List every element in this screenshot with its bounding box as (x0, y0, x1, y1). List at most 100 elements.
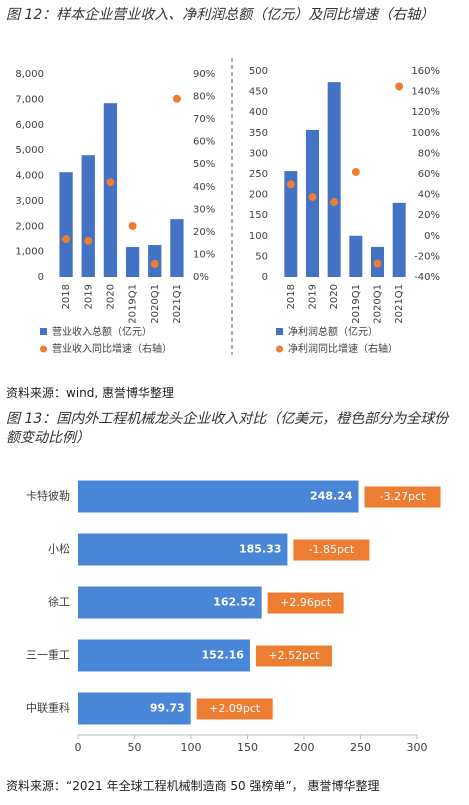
legend-label: 净利润总额（亿元） (288, 325, 378, 338)
dot (286, 180, 295, 189)
legend-swatch (40, 328, 47, 335)
x-tick-label: 100 (181, 741, 202, 754)
dot (395, 82, 404, 91)
dot (373, 259, 382, 268)
bar (392, 202, 406, 277)
bar (170, 219, 184, 277)
legend-swatch (276, 345, 283, 353)
y2-tick-label: 40% (418, 190, 440, 201)
annotation-box (255, 645, 332, 667)
annotation-box (267, 592, 344, 614)
dot (150, 259, 159, 268)
y2-tick-label: 10% (193, 249, 215, 260)
y-tick-label: 5,000 (15, 145, 44, 156)
annotation: +2.09pct (209, 702, 261, 715)
y2-tick-label: 20% (418, 210, 440, 221)
x-tick-label: 2020 (329, 284, 340, 309)
y2-tick-label: 80% (418, 148, 440, 159)
bar (78, 533, 288, 566)
x-tick-label: 2019 (308, 284, 319, 309)
y-tick-label: 250 (249, 169, 268, 180)
y2-tick-label: 50% (193, 159, 215, 170)
y2-tick-label: 70% (193, 114, 215, 125)
y-tick-label: 中联重科 (26, 701, 70, 715)
data-label: 99.73 (150, 702, 185, 715)
dot (128, 222, 137, 231)
x-tick-label: 2019Q1 (128, 284, 139, 324)
y-tick-label: 0 (262, 272, 268, 283)
y-tick-label: 2,000 (15, 221, 44, 232)
x-tick-label: 150 (237, 741, 258, 754)
x-tick-label: 50 (128, 741, 142, 754)
legend-label: 营业收入同比增速（右轴） (52, 342, 172, 355)
y-tick-label: 100 (249, 231, 268, 242)
x-tick-label: 300 (407, 741, 428, 754)
y2-tick-label: 60% (193, 137, 215, 148)
source: 资料来源：“2021 年全球工程机械制造商 50 强榜单”， 惠誉博华整理 (6, 779, 380, 793)
y2-tick-label: 60% (418, 169, 440, 180)
y2-tick-label: 160% (411, 66, 440, 77)
y-tick-label: 三一重工 (26, 648, 70, 662)
annotation-box (364, 486, 441, 508)
y2-tick-label: 40% (193, 182, 215, 193)
x-tick-label: 2020Q1 (373, 284, 384, 324)
data-label: 185.33 (239, 543, 281, 556)
annotation: +2.52pct (268, 649, 320, 662)
y-tick-label: 350 (249, 128, 268, 139)
dot (308, 192, 317, 201)
y2-tick-label: -20% (414, 251, 440, 262)
x-tick-label: 2020 (105, 284, 116, 309)
dot (172, 94, 181, 103)
bar (59, 172, 73, 277)
legend-label: 净利润同比增速（右轴） (288, 342, 398, 355)
y-tick-label: 400 (249, 107, 268, 118)
y-tick-label: 150 (249, 210, 268, 221)
y2-tick-label: 0% (424, 231, 440, 242)
data-label: 162.52 (213, 596, 255, 609)
y-tick-label: 7,000 (15, 94, 44, 105)
legend-swatch (40, 345, 47, 353)
dot (351, 167, 360, 176)
x-tick-label: 2018 (61, 284, 72, 309)
dot (330, 198, 339, 207)
annotation-box (293, 539, 370, 561)
source: 资料来源：wind, 惠誉博华整理 (6, 386, 175, 400)
bar (78, 586, 262, 619)
x-tick-label: 2018 (286, 284, 297, 309)
x-tick-label: 2021Q1 (172, 284, 183, 324)
y2-tick-label: 120% (411, 107, 440, 118)
x-tick-label: 0 (75, 741, 82, 754)
data-label: 248.24 (310, 490, 353, 503)
dot (106, 178, 115, 187)
bar (78, 480, 359, 513)
y-tick-label: 1,000 (15, 247, 44, 258)
x-tick-label: 2020Q1 (150, 284, 161, 324)
dot (62, 235, 71, 244)
y-tick-label: 徐工 (48, 595, 70, 609)
bar (103, 103, 118, 278)
y2-tick-label: 20% (193, 227, 215, 238)
bar (306, 129, 319, 277)
figure-title: 图 13：国内外工程机械龙头企业收入对比（亿美元，橙色部分为全球份额变动比例） (6, 411, 449, 446)
bar (327, 82, 341, 278)
y-tick-label: 小松 (48, 542, 70, 556)
y2-tick-label: 0% (193, 272, 209, 283)
x-tick-label: 2019Q1 (351, 284, 362, 324)
y2-tick-label: 90% (193, 69, 215, 80)
y2-tick-label: -40% (414, 272, 440, 283)
legend-label: 营业收入总额（亿元） (52, 325, 152, 338)
y-tick-label: 500 (249, 66, 268, 77)
annotation-box (196, 698, 273, 720)
y-tick-label: 200 (249, 190, 268, 201)
x-tick-label: 250 (350, 741, 371, 754)
annotation: -3.27pct (380, 490, 426, 503)
y-tick-label: 4,000 (15, 171, 44, 182)
y-tick-label: 300 (249, 148, 268, 159)
y-tick-label: 卡特彼勒 (26, 489, 70, 503)
bar (81, 155, 95, 277)
dot (84, 236, 93, 245)
bar (125, 247, 140, 277)
y-tick-label: 0 (38, 272, 44, 283)
